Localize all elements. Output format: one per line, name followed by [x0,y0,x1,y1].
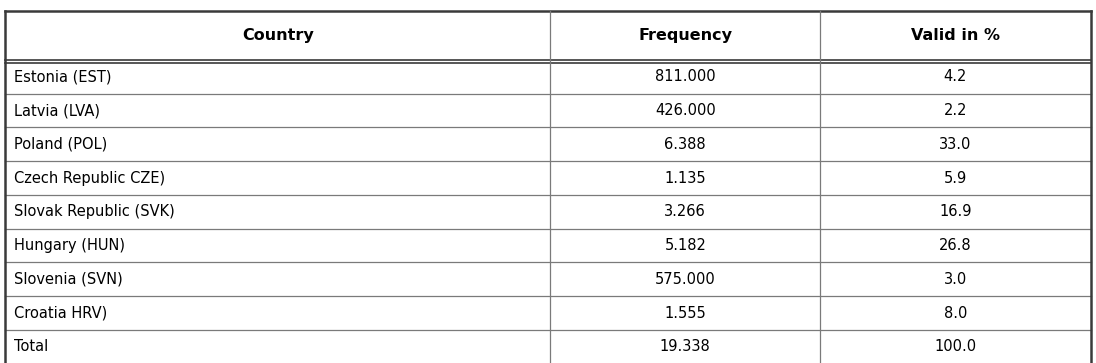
Text: 5.182: 5.182 [664,238,706,253]
Text: 100.0: 100.0 [935,339,977,354]
Text: Croatia HRV): Croatia HRV) [14,306,107,321]
Text: Hungary (HUN): Hungary (HUN) [14,238,125,253]
Text: 33.0: 33.0 [939,137,972,152]
Text: Frequency: Frequency [638,28,732,43]
Text: 3.266: 3.266 [664,204,706,219]
Text: 8.0: 8.0 [944,306,967,321]
Text: Estonia (EST): Estonia (EST) [14,69,112,84]
Text: 4.2: 4.2 [944,69,967,84]
Text: 26.8: 26.8 [939,238,972,253]
Text: Slovenia (SVN): Slovenia (SVN) [14,272,123,287]
Text: 1.135: 1.135 [664,171,706,185]
Text: 1.555: 1.555 [664,306,706,321]
Text: Poland (POL): Poland (POL) [14,137,107,152]
Text: Valid in %: Valid in % [911,28,1000,43]
Text: Czech Republic CZE): Czech Republic CZE) [14,171,165,185]
Text: Latvia (LVA): Latvia (LVA) [14,103,100,118]
Text: 6.388: 6.388 [664,137,706,152]
Text: 575.000: 575.000 [655,272,716,287]
Text: 2.2: 2.2 [944,103,967,118]
Text: Slovak Republic (SVK): Slovak Republic (SVK) [14,204,175,219]
Text: 5.9: 5.9 [944,171,967,185]
Text: 19.338: 19.338 [660,339,710,354]
Text: 16.9: 16.9 [939,204,972,219]
Text: 811.000: 811.000 [655,69,716,84]
Text: 3.0: 3.0 [944,272,967,287]
Text: 426.000: 426.000 [655,103,716,118]
Text: Total: Total [14,339,48,354]
Text: Country: Country [242,28,313,43]
